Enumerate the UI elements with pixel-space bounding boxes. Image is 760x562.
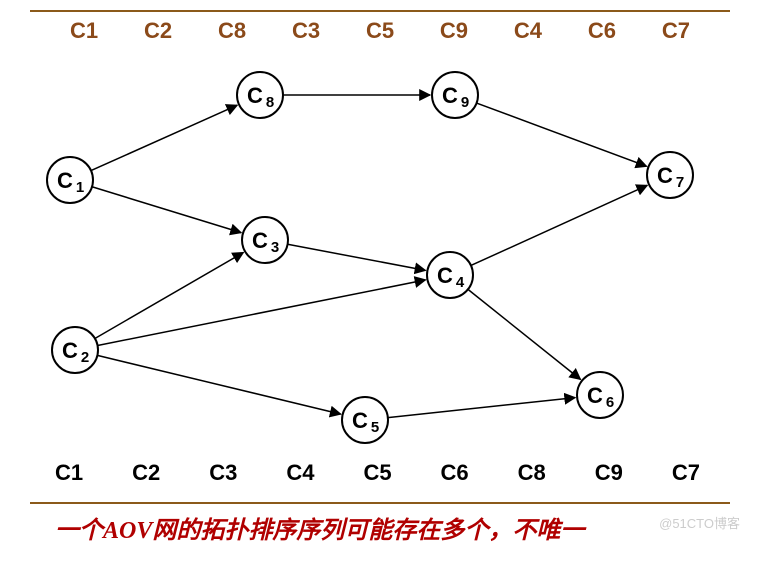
svg-text:C: C	[62, 338, 78, 363]
svg-text:C: C	[442, 83, 458, 108]
edge-C2-C3	[95, 253, 243, 339]
seq-bot-item: C1	[55, 460, 83, 486]
edge-C2-C4	[98, 280, 426, 346]
svg-text:C: C	[587, 383, 603, 408]
seq-top-item: C4	[514, 18, 542, 44]
node-C3: C3	[242, 217, 288, 263]
seq-bot-item: C8	[518, 460, 546, 486]
seq-bot-item: C5	[363, 460, 391, 486]
edge-C3-C4	[288, 244, 426, 270]
node-C1: C1	[47, 157, 93, 203]
node-C6: C6	[577, 372, 623, 418]
seq-bot-item: C9	[595, 460, 623, 486]
seq-top-item: C7	[662, 18, 690, 44]
svg-text:C: C	[352, 408, 368, 433]
svg-text:7: 7	[676, 174, 684, 191]
svg-text:C: C	[252, 228, 268, 253]
sequence-top: C1 C2 C8 C3 C5 C9 C4 C6 C7	[70, 18, 690, 44]
edge-C2-C5	[97, 355, 340, 414]
svg-text:8: 8	[266, 94, 274, 111]
watermark-text: @51CTO博客	[659, 513, 740, 532]
svg-text:5: 5	[371, 419, 379, 436]
node-C4: C4	[427, 252, 473, 298]
sequence-bottom: C1 C2 C3 C4 C5 C6 C8 C9 C7	[55, 460, 700, 486]
svg-text:C: C	[657, 163, 673, 188]
node-C8: C8	[237, 72, 283, 118]
seq-bot-item: C7	[672, 460, 700, 486]
seq-top-item: C9	[440, 18, 468, 44]
svg-text:C: C	[437, 263, 453, 288]
graph-svg: C1C2C3C4C5C6C7C8C9	[30, 50, 730, 450]
svg-text:3: 3	[271, 239, 279, 256]
seq-top-item: C3	[292, 18, 320, 44]
svg-text:1: 1	[76, 179, 84, 196]
edge-C1-C8	[91, 105, 237, 170]
node-C5: C5	[342, 397, 388, 443]
seq-top-item: C8	[218, 18, 246, 44]
caption-text: 一个AOV网的拓扑排序序列可能存在多个，不唯一	[55, 510, 584, 545]
svg-text:6: 6	[606, 394, 614, 411]
seq-bot-item: C3	[209, 460, 237, 486]
seq-bot-item: C4	[286, 460, 314, 486]
seq-top-item: C5	[366, 18, 394, 44]
seq-top-item: C1	[70, 18, 98, 44]
node-C2: C2	[52, 327, 98, 373]
edge-C9-C7	[477, 103, 647, 166]
node-C7: C7	[647, 152, 693, 198]
svg-text:9: 9	[461, 94, 469, 111]
edge-C4-C6	[468, 289, 581, 379]
svg-text:2: 2	[81, 349, 89, 366]
seq-top-item: C2	[144, 18, 172, 44]
seq-bot-item: C6	[441, 460, 469, 486]
seq-top-item: C6	[588, 18, 616, 44]
svg-text:4: 4	[456, 274, 465, 291]
node-C9: C9	[432, 72, 478, 118]
edge-C5-C6	[388, 398, 575, 418]
svg-text:C: C	[247, 83, 263, 108]
seq-bot-item: C2	[132, 460, 160, 486]
svg-text:C: C	[57, 168, 73, 193]
edge-C1-C3	[92, 187, 241, 233]
edge-C4-C7	[471, 185, 647, 265]
